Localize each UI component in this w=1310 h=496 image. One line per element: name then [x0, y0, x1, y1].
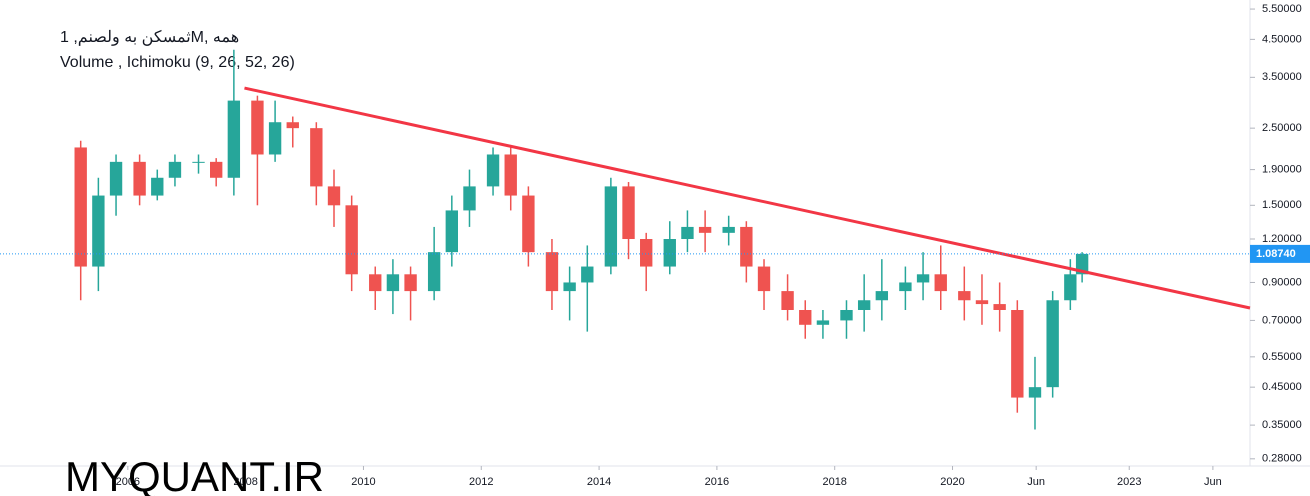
candle-body [1046, 300, 1059, 388]
candle-body [427, 252, 441, 292]
x-tick-label: 2018 [822, 476, 846, 488]
candle-body [722, 226, 735, 233]
y-tick-label: 0.35000 [1262, 419, 1302, 431]
candle-body [840, 310, 853, 321]
candle-body [975, 300, 989, 305]
x-tick-label: 2008 [233, 476, 257, 488]
candle-body [109, 161, 123, 196]
candle-body [581, 266, 594, 283]
y-tick-label: 3.50000 [1262, 71, 1302, 83]
candle-body [604, 186, 618, 267]
candle-body [857, 300, 871, 311]
x-tick-label: 2014 [587, 476, 611, 488]
candle-body [92, 195, 105, 267]
y-tick-label: 1.90000 [1262, 164, 1302, 176]
x-tick-label: 2012 [469, 476, 493, 488]
candle-body [310, 128, 323, 187]
candle-body [781, 291, 794, 311]
y-tick-label: 4.50000 [1262, 33, 1302, 45]
trendline [244, 86, 1251, 310]
candle-body [757, 266, 771, 292]
last-price-box [1250, 244, 1310, 263]
candle-body [345, 205, 358, 275]
candle-body [504, 154, 517, 196]
candle-body [663, 239, 676, 267]
candle-body [1011, 310, 1024, 398]
candle-body [168, 161, 182, 178]
candle-body [816, 320, 830, 325]
candle-body [133, 161, 146, 196]
y-tick-label: 0.28000 [1262, 453, 1302, 465]
candle-body [369, 274, 382, 292]
x-tick-label: 2016 [705, 476, 729, 488]
y-tick-label: 0.55000 [1262, 351, 1302, 363]
candle-body [286, 122, 299, 129]
y-tick-label: 2.50000 [1262, 122, 1302, 134]
chart-title: ثمسکن به ولصنم, 1M, همه [60, 29, 239, 46]
candle-body [740, 226, 753, 267]
x-tick-label: 2006 [116, 476, 140, 488]
candle-body [993, 304, 1006, 311]
candle-body [463, 186, 476, 211]
x-tick-label: 2010 [351, 476, 375, 488]
candle-body [698, 226, 712, 233]
candle-body [386, 274, 400, 292]
candle-body [74, 147, 87, 267]
y-tick-label: 5.50000 [1262, 3, 1302, 15]
candle-body [151, 177, 164, 196]
candle-body [916, 274, 930, 283]
candle-body [227, 100, 241, 178]
candle-body [622, 186, 635, 240]
y-tick-label: 1.20000 [1262, 233, 1302, 245]
candle-body [327, 186, 341, 206]
x-tick-label: Jun [1027, 476, 1045, 488]
y-tick-label: 1.50000 [1262, 199, 1302, 211]
y-tick-label: 0.90000 [1262, 276, 1302, 288]
candle-body [1064, 274, 1077, 301]
candle-body [545, 252, 559, 292]
candle-body [251, 100, 264, 155]
candle-body [192, 161, 205, 163]
candle-body [445, 210, 458, 253]
candle-body [563, 282, 576, 292]
chart-subtitle: Volume , Ichimoku (9, 26, 52, 26) [60, 54, 295, 71]
candle-body [934, 274, 947, 292]
y-tick-label: 0.45000 [1262, 381, 1302, 393]
candle-body [640, 239, 653, 267]
candle-body [268, 122, 282, 155]
x-tick-label: Jun [1204, 476, 1222, 488]
candle-body [210, 161, 223, 178]
candle-body [875, 291, 889, 301]
candle-body [522, 195, 535, 253]
x-tick-label: 2020 [940, 476, 964, 488]
candle-body [899, 282, 912, 292]
watermark: MYQUANT.IR [65, 453, 324, 496]
candle-body [958, 291, 971, 301]
last-price-label: 1.08740 [1256, 248, 1296, 260]
candle-body [404, 274, 417, 292]
candle-body [681, 226, 694, 240]
y-tick-label: 0.70000 [1262, 314, 1302, 326]
x-tick-label: 2023 [1117, 476, 1141, 488]
candle-body [486, 154, 500, 187]
candle-body [1028, 387, 1042, 398]
candle-body [799, 310, 812, 325]
